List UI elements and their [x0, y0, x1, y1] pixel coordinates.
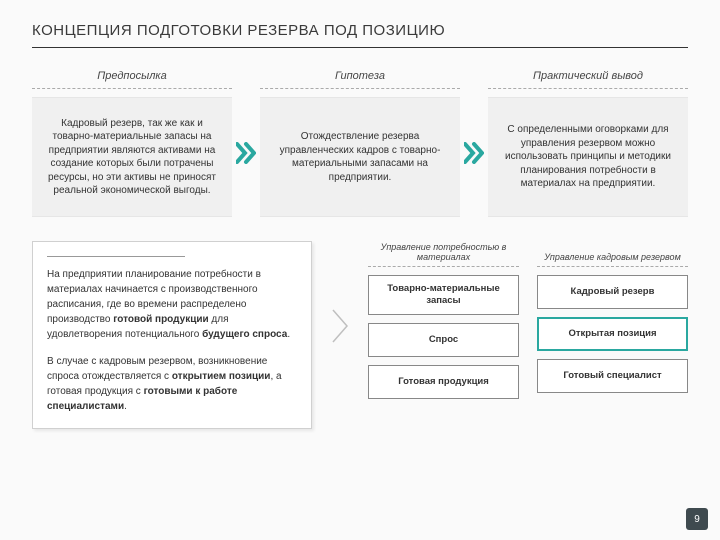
chevron-right-icon [326, 241, 354, 411]
col-hypothesis: Гипотеза Отождествление резерва управлен… [260, 66, 460, 217]
explanation-p1: На предприятии планирование потребности … [47, 267, 297, 342]
table-materials: Управление потребностью в материалах Тов… [368, 241, 519, 407]
page-number-badge: 9 [686, 508, 708, 530]
comparison-tables: Управление потребностью в материалах Тов… [368, 241, 688, 407]
top-three-columns: Предпосылка Кадровый резерв, так же как … [32, 66, 688, 217]
col-head-conclusion: Практический вывод [488, 66, 688, 89]
explanation-card: На предприятии планирование потребности … [32, 241, 312, 429]
table-row: Кадровый резерв [537, 275, 688, 309]
explanation-p2: В случае с кадровым резервом, возникнове… [47, 354, 297, 414]
table-row-accent: Открытая позиция [537, 317, 688, 351]
page-title: КОНЦЕПЦИЯ ПОДГОТОВКИ РЕЗЕРВА ПОД ПОЗИЦИЮ [32, 22, 688, 48]
table-row: Готовая продукция [368, 365, 519, 399]
col-head-hypothesis: Гипотеза [260, 66, 460, 89]
table-row: Товарно-материальные запасы [368, 275, 519, 315]
col-card-conclusion: С определенными оговорками для управлени… [488, 97, 688, 217]
col-head-premise: Предпосылка [32, 66, 232, 89]
col-premise: Предпосылка Кадровый резерв, так же как … [32, 66, 232, 217]
col-card-premise: Кадровый резерв, так же как и товарно-ма… [32, 97, 232, 217]
table-row: Спрос [368, 323, 519, 357]
table-head-materials: Управление потребностью в материалах [368, 241, 519, 267]
table-reserve: Управление кадровым резервом Кадровый ре… [537, 241, 688, 407]
chevron-icon [232, 88, 260, 217]
chevron-icon [460, 88, 488, 217]
table-row: Готовый специалист [537, 359, 688, 393]
col-card-hypothesis: Отождествление резерва управленческих ка… [260, 97, 460, 217]
table-head-reserve: Управление кадровым резервом [537, 241, 688, 267]
col-conclusion: Практический вывод С определенными огово… [488, 66, 688, 217]
bottom-section: На предприятии планирование потребности … [32, 241, 688, 429]
